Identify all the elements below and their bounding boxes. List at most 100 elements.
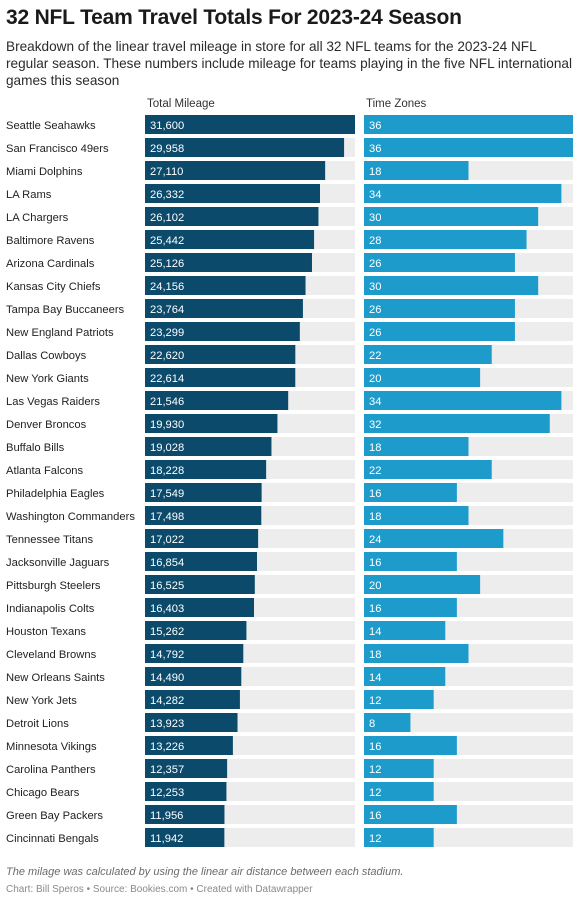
mileage-value-label: 23,299 (150, 327, 184, 339)
category-label: Tennessee Titans (6, 534, 93, 546)
timezones-bar (364, 506, 469, 525)
timezones-bar (364, 138, 573, 157)
timezones-bar (364, 391, 562, 410)
category-label: Pittsburgh Steelers (6, 580, 101, 592)
mileage-bar (145, 736, 233, 755)
mileage-bar (145, 644, 244, 663)
mileage-value-label: 29,958 (150, 143, 184, 155)
chart-subtitle: Breakdown of the linear travel mileage i… (6, 39, 572, 88)
category-label: Carolina Panthers (6, 764, 96, 776)
timezones-value-label: 16 (369, 603, 381, 615)
category-label: New York Jets (6, 695, 77, 707)
timezones-value-label: 36 (369, 143, 381, 155)
mileage-value-label: 17,549 (150, 488, 184, 500)
mileage-bar (145, 621, 247, 640)
mileage-value-label: 13,923 (150, 718, 184, 730)
mileage-bar (145, 690, 240, 709)
timezones-bar (364, 253, 515, 272)
mileage-bar (145, 506, 262, 525)
mileage-bar (145, 115, 355, 134)
category-label: Cincinnati Bengals (6, 833, 99, 845)
timezones-bar (364, 276, 539, 295)
timezones-value-label: 12 (369, 787, 381, 799)
category-label: Las Vegas Raiders (6, 396, 100, 408)
mileage-value-label: 21,546 (150, 396, 184, 408)
timezones-value-label: 22 (369, 350, 381, 362)
category-label: Chicago Bears (6, 787, 80, 799)
mileage-value-label: 12,253 (150, 787, 184, 799)
category-label: Dallas Cowboys (6, 350, 87, 362)
category-label: LA Rams (6, 189, 52, 201)
timezones-value-label: 14 (369, 672, 381, 684)
mileage-bar (145, 805, 225, 824)
timezones-bar (364, 414, 550, 433)
mileage-value-label: 14,490 (150, 672, 184, 684)
mileage-bar (145, 552, 258, 571)
category-label: LA Chargers (6, 212, 69, 224)
timezones-bar (364, 368, 481, 387)
mileage-column-header: Total Mileage (147, 98, 215, 110)
mileage-value-label: 23,764 (150, 304, 184, 316)
mileage-bar (145, 276, 306, 295)
timezones-value-label: 26 (369, 304, 381, 316)
timezones-value-label: 24 (369, 534, 381, 546)
chart-notes: The milage was calculated by using the l… (6, 866, 404, 878)
category-label: Denver Broncos (6, 419, 87, 431)
mileage-value-label: 27,110 (150, 166, 183, 178)
timezones-bar (364, 644, 469, 663)
timezones-value-label: 16 (369, 741, 381, 753)
timezones-bar (364, 598, 457, 617)
mileage-bar (145, 667, 242, 686)
mileage-bar (145, 460, 267, 479)
mileage-bar (145, 575, 255, 594)
category-label: Cleveland Browns (6, 649, 97, 661)
timezones-value-label: 18 (369, 649, 381, 661)
mileage-value-label: 16,403 (150, 603, 184, 615)
timezones-bar (364, 322, 515, 341)
mileage-bar (145, 138, 345, 157)
mileage-value-label: 12,357 (150, 764, 184, 776)
mileage-bar (145, 207, 319, 226)
category-label: Washington Commanders (6, 511, 135, 523)
mileage-bar (145, 299, 303, 318)
mileage-value-label: 25,126 (150, 258, 184, 270)
timezones-value-label: 12 (369, 833, 381, 845)
timezones-bar (364, 782, 434, 801)
timezones-value-label: 18 (369, 166, 381, 178)
category-label: Atlanta Falcons (6, 465, 84, 477)
category-label: Buffalo Bills (6, 442, 65, 454)
mileage-bar (145, 368, 296, 387)
timezones-bar (364, 805, 457, 824)
timezones-bar (364, 552, 457, 571)
timezones-value-label: 26 (369, 258, 381, 270)
timezones-value-label: 16 (369, 488, 381, 500)
category-label: San Francisco 49ers (6, 143, 109, 155)
mileage-bar (145, 345, 296, 364)
mileage-value-label: 25,442 (150, 235, 184, 247)
mileage-value-label: 17,022 (150, 534, 184, 546)
mileage-value-label: 11,942 (150, 833, 183, 845)
timezones-value-label: 32 (369, 419, 381, 431)
timezones-bar (364, 345, 492, 364)
mileage-value-label: 18,228 (150, 465, 184, 477)
chart-title: 32 NFL Team Travel Totals For 2023-24 Se… (6, 6, 462, 29)
timezones-bar (364, 828, 434, 847)
mileage-value-label: 22,620 (150, 350, 184, 362)
mileage-bar (145, 184, 320, 203)
category-label: Tampa Bay Buccaneers (6, 304, 125, 316)
timezones-value-label: 20 (369, 580, 381, 592)
mileage-bar (145, 483, 262, 502)
mileage-bar (145, 391, 289, 410)
category-label: Jacksonville Jaguars (6, 557, 110, 569)
mileage-value-label: 26,332 (150, 189, 184, 201)
mileage-value-label: 14,282 (150, 695, 184, 707)
timezones-bar (364, 161, 469, 180)
mileage-value-label: 19,028 (150, 442, 184, 454)
timezones-bar (364, 690, 434, 709)
mileage-value-label: 14,792 (150, 649, 184, 661)
category-label: Miami Dolphins (6, 166, 83, 178)
category-label: Kansas City Chiefs (6, 281, 101, 293)
timezones-bar (364, 575, 481, 594)
timezones-value-label: 26 (369, 327, 381, 339)
timezones-bar (364, 483, 457, 502)
